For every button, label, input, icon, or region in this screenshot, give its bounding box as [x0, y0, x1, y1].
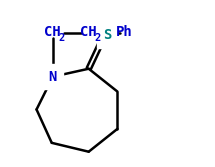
Text: CH: CH [44, 25, 60, 39]
Text: CH: CH [80, 25, 96, 39]
Text: Ph: Ph [115, 25, 132, 39]
Text: 2: 2 [94, 33, 101, 43]
Text: 2: 2 [58, 33, 65, 43]
Text: N: N [49, 70, 57, 84]
Text: S: S [103, 28, 111, 42]
